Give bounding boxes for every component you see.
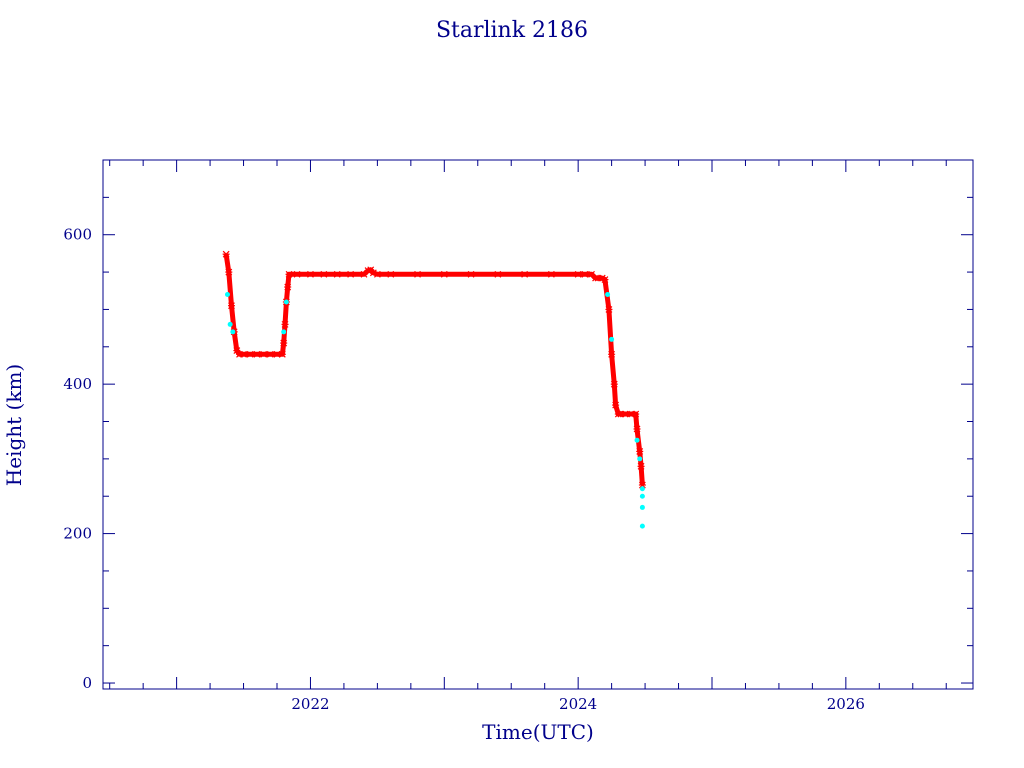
data-point	[608, 350, 616, 358]
data-point	[621, 410, 629, 418]
data-point-secondary	[605, 291, 611, 297]
axis-tick-labels: 2022 2024 2026 0 200 400 600	[63, 226, 865, 713]
data-point-secondary	[639, 504, 645, 510]
data-point	[440, 270, 448, 278]
data-point	[547, 270, 555, 278]
data-point	[233, 347, 241, 354]
data-point	[306, 270, 314, 278]
y-tick-label: 600	[63, 226, 92, 244]
data-point	[633, 425, 641, 433]
data-point	[494, 270, 502, 278]
y-axis-label: Height (km)	[2, 364, 26, 486]
data-point	[581, 270, 589, 278]
data-point	[601, 276, 609, 283]
data-point	[284, 283, 292, 291]
x-tick-label: 2022	[291, 695, 329, 713]
data-point	[222, 250, 230, 258]
data-point-secondary	[227, 321, 233, 327]
data-point	[632, 410, 640, 418]
data-point	[373, 270, 381, 278]
data-point-secondary	[634, 437, 640, 443]
data-point-secondary	[637, 456, 643, 462]
data-point	[467, 270, 475, 278]
data-point-secondary	[639, 523, 645, 529]
plot-frame	[102, 159, 974, 690]
chart-title: Starlink 2186	[436, 18, 588, 43]
data-point-secondary	[281, 329, 287, 335]
data-point	[637, 462, 645, 470]
data-point	[240, 350, 248, 358]
data-point	[347, 270, 355, 278]
data-point	[260, 350, 268, 358]
data-point	[225, 268, 233, 276]
data-point	[521, 270, 529, 278]
data-point-secondary	[224, 291, 230, 297]
data-point	[612, 401, 620, 409]
y-tick-label: 200	[63, 525, 92, 543]
x-tick-label: 2026	[827, 695, 865, 713]
data-point	[605, 306, 613, 313]
data-point	[293, 270, 301, 278]
data-point	[281, 320, 289, 328]
data-point	[285, 270, 293, 278]
data-point	[280, 339, 288, 347]
data-point	[638, 481, 646, 489]
data-point-secondary	[639, 493, 645, 499]
data-point-secondary	[230, 329, 236, 335]
y-tick-label: 0	[82, 674, 92, 692]
data-point	[227, 302, 235, 310]
data-point	[320, 270, 328, 278]
data-point	[574, 270, 582, 278]
y-tick-label: 400	[63, 375, 92, 393]
x-axis-label: Time(UTC)	[482, 720, 594, 744]
height-trace	[223, 253, 645, 486]
data-point	[253, 350, 261, 358]
data-point	[414, 270, 422, 278]
x-tick-label: 2024	[559, 695, 597, 713]
data-point	[266, 350, 274, 358]
data-point	[246, 350, 254, 358]
data-point	[387, 270, 395, 278]
data-point-secondary	[639, 486, 645, 492]
data-point-secondary	[283, 299, 289, 305]
data-point	[333, 270, 341, 278]
data-point	[636, 447, 644, 455]
data-point	[610, 380, 618, 388]
data-point-secondary	[609, 336, 615, 342]
data-point	[278, 350, 286, 358]
axis-ticks	[103, 159, 973, 689]
data-marks	[222, 250, 646, 529]
